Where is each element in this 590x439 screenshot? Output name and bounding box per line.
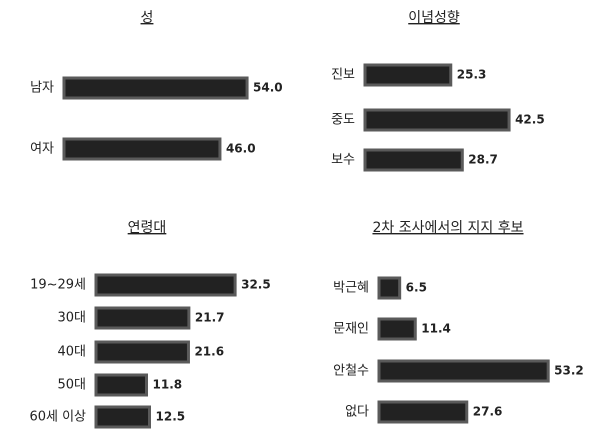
- category-label: 문재인: [333, 322, 369, 337]
- bar: [94, 405, 151, 429]
- panel-title: 연령대: [128, 220, 167, 236]
- category-label: 보수: [331, 153, 355, 168]
- value-label: 46.0: [226, 142, 256, 156]
- value-label: 25.3: [457, 68, 487, 82]
- value-label: 11.8: [153, 378, 183, 392]
- bar: [94, 273, 237, 297]
- category-label: 50대: [57, 378, 86, 393]
- category-label: 30대: [57, 311, 86, 326]
- bar: [94, 306, 191, 330]
- bar: [363, 63, 453, 87]
- category-label: 박근혜: [333, 281, 369, 296]
- category-label: 19~29세: [30, 278, 86, 293]
- category-label: 안철수: [333, 364, 369, 379]
- panel-title: 이념성향: [408, 10, 460, 26]
- category-label: 진보: [331, 68, 355, 83]
- value-label: 6.5: [406, 281, 427, 295]
- category-label: 여자: [30, 142, 54, 157]
- panel-title: 2차 조사에서의 지지 후보: [372, 220, 523, 236]
- value-label: 32.5: [241, 278, 271, 292]
- value-label: 11.4: [421, 322, 451, 336]
- bar: [94, 340, 190, 364]
- value-label: 21.7: [195, 311, 225, 325]
- value-label: 53.2: [554, 364, 584, 378]
- bar: [94, 373, 149, 397]
- value-label: 21.6: [194, 345, 224, 359]
- value-label: 27.6: [473, 405, 503, 419]
- value-label: 12.5: [156, 410, 186, 424]
- bar: [62, 76, 249, 100]
- bar: [363, 108, 511, 132]
- category-label: 60세 이상: [29, 410, 86, 425]
- value-label: 28.7: [468, 153, 498, 167]
- bar: [377, 276, 402, 300]
- bar: [363, 148, 464, 172]
- bar: [62, 137, 222, 161]
- category-label: 40대: [57, 345, 86, 360]
- bar: [377, 400, 469, 424]
- category-label: 남자: [30, 81, 54, 96]
- bar: [377, 317, 417, 341]
- category-label: 없다: [345, 405, 369, 420]
- value-label: 42.5: [515, 113, 545, 127]
- value-label: 54.0: [253, 81, 283, 95]
- category-label: 중도: [331, 113, 355, 128]
- panel-title: 성: [141, 10, 154, 26]
- bar: [377, 359, 550, 383]
